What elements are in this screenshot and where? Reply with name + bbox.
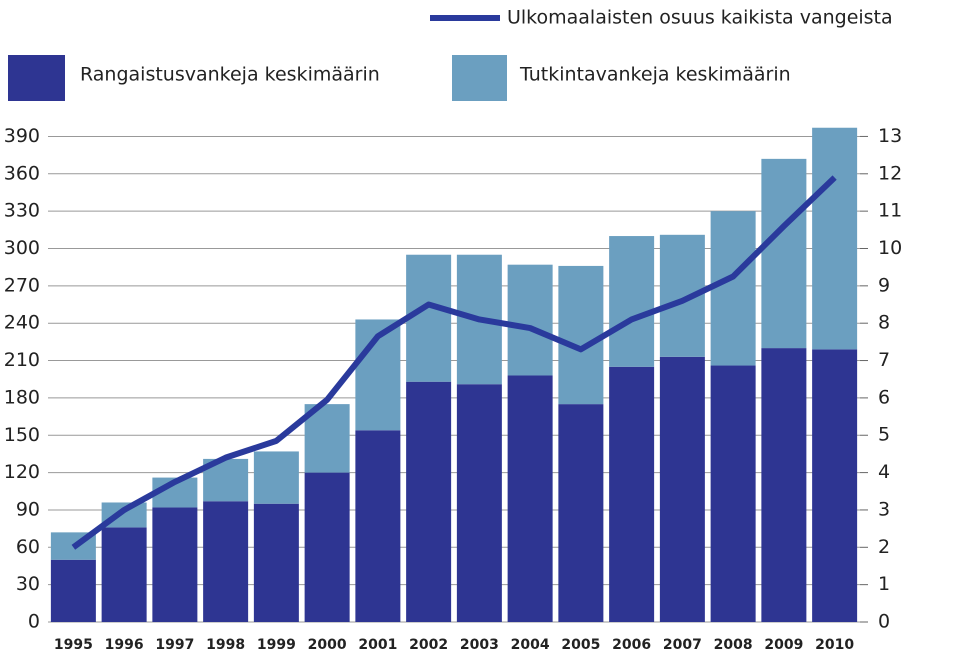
bar-segment xyxy=(253,503,299,622)
bar-segment xyxy=(609,366,655,622)
y-tick-label: 0 xyxy=(28,611,40,633)
bar-segment xyxy=(812,127,858,350)
bar-segment xyxy=(203,501,249,622)
legend-label: Rangaistusvankeja keskimäärin xyxy=(80,64,380,86)
y-tick-label: 270 xyxy=(4,274,40,296)
x-tick-label: 1998 xyxy=(206,637,245,653)
bar-segment xyxy=(710,365,756,622)
x-tick-label: 1995 xyxy=(54,637,93,653)
bar-segment xyxy=(50,559,96,622)
y2-tick-label: 13 xyxy=(878,125,902,147)
y-tick-label: 150 xyxy=(4,424,40,446)
legend-swatch xyxy=(452,55,507,101)
bar-segment xyxy=(558,404,604,622)
x-tick-label: 1999 xyxy=(257,637,296,653)
x-tick-label: 1997 xyxy=(155,637,194,653)
y-tick-label: 360 xyxy=(4,162,40,184)
bar-segment xyxy=(152,507,198,622)
y2-tick-label: 9 xyxy=(878,274,890,296)
y-tick-label: 300 xyxy=(4,237,40,259)
bar-segment xyxy=(710,211,756,366)
bar-segment xyxy=(507,264,553,376)
bar-segment xyxy=(761,348,807,622)
bar-segment xyxy=(761,158,807,349)
y2-tick-label: 5 xyxy=(878,424,890,446)
y-tick-label: 210 xyxy=(4,349,40,371)
bar-segment xyxy=(406,254,452,382)
y2-tick-label: 11 xyxy=(878,200,902,222)
bar-segment xyxy=(609,236,655,367)
bar-segment xyxy=(812,349,858,622)
line-series xyxy=(71,175,837,550)
bar-segment xyxy=(355,430,401,622)
bar-segment xyxy=(253,451,299,504)
y2-tick-label: 3 xyxy=(878,498,890,520)
x-tick-label: 2010 xyxy=(815,637,854,653)
bar-segment xyxy=(304,472,350,622)
legend-label: Ulkomaalaisten osuus kaikista vangeista xyxy=(507,7,893,29)
legend-swatch xyxy=(8,55,65,101)
x-tick-label: 2009 xyxy=(764,637,803,653)
legend-label: Tutkintavankeja keskimäärin xyxy=(519,64,791,86)
bar-segment xyxy=(558,265,604,405)
y-tick-label: 60 xyxy=(16,536,40,558)
x-tick-label: 1996 xyxy=(105,637,144,653)
x-tick-label: 2005 xyxy=(561,637,600,653)
y2-tick-label: 6 xyxy=(878,386,890,408)
x-tick-label: 2008 xyxy=(714,637,753,653)
y-tick-label: 390 xyxy=(4,125,40,147)
x-tick-label: 2007 xyxy=(663,637,702,653)
x-tick-label: 2003 xyxy=(460,637,499,653)
bar-segment xyxy=(101,527,147,622)
y-tick-label: 30 xyxy=(16,573,40,595)
x-tick-label: 2001 xyxy=(358,637,397,653)
bar-segment xyxy=(456,384,502,622)
y2-tick-label: 4 xyxy=(878,461,890,483)
y2-tick-label: 8 xyxy=(878,312,890,334)
y2-tick-label: 1 xyxy=(878,573,890,595)
y2-tick-label: 2 xyxy=(878,536,890,558)
x-tick-label: 2002 xyxy=(409,637,448,653)
x-tick-label: 2000 xyxy=(308,637,347,653)
y2-tick-label: 7 xyxy=(878,349,890,371)
y2-tick-label: 12 xyxy=(878,162,902,184)
bar-segment xyxy=(406,381,452,622)
bar-segment xyxy=(659,356,705,622)
y2-tick-label: 10 xyxy=(878,237,902,259)
y-tick-label: 180 xyxy=(4,386,40,408)
y2-tick-label: 0 xyxy=(878,611,890,633)
y-tick-label: 90 xyxy=(16,498,40,520)
x-tick-label: 2006 xyxy=(612,637,651,653)
x-tick-label: 2004 xyxy=(511,637,550,653)
y-tick-label: 330 xyxy=(4,200,40,222)
y-tick-label: 240 xyxy=(4,312,40,334)
y-tick-label: 120 xyxy=(4,461,40,483)
bar-segment xyxy=(507,375,553,622)
